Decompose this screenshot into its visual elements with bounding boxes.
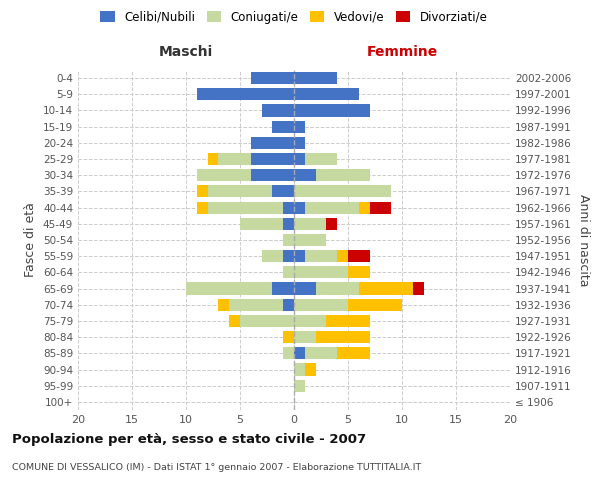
Bar [294, 250, 305, 262]
Bar [337, 348, 370, 360]
Bar [294, 348, 305, 360]
Bar [197, 186, 208, 198]
Bar [197, 202, 208, 213]
Bar [272, 186, 294, 198]
Bar [283, 202, 294, 213]
Bar [294, 234, 326, 246]
Bar [348, 266, 370, 278]
Y-axis label: Fasce di età: Fasce di età [25, 202, 37, 278]
Bar [229, 315, 240, 327]
Bar [316, 169, 370, 181]
Bar [251, 72, 294, 84]
Bar [294, 186, 391, 198]
Bar [283, 250, 294, 262]
Text: Femmine: Femmine [367, 44, 437, 59]
Bar [305, 250, 337, 262]
Bar [294, 282, 316, 294]
Bar [208, 153, 218, 165]
Bar [218, 153, 251, 165]
Bar [283, 331, 294, 343]
Bar [197, 169, 251, 181]
Bar [305, 348, 337, 360]
Text: Popolazione per età, sesso e stato civile - 2007: Popolazione per età, sesso e stato civil… [12, 432, 366, 446]
Bar [370, 202, 391, 213]
Bar [186, 282, 272, 294]
Bar [316, 282, 359, 294]
Bar [240, 218, 283, 230]
Bar [251, 153, 294, 165]
Bar [348, 298, 402, 311]
Bar [294, 202, 305, 213]
Bar [294, 88, 359, 101]
Bar [413, 282, 424, 294]
Bar [294, 380, 305, 392]
Bar [283, 266, 294, 278]
Bar [359, 282, 413, 294]
Bar [294, 315, 326, 327]
Bar [229, 298, 283, 311]
Bar [294, 218, 326, 230]
Bar [283, 234, 294, 246]
Text: COMUNE DI VESSALICO (IM) - Dati ISTAT 1° gennaio 2007 - Elaborazione TUTTITALIA.: COMUNE DI VESSALICO (IM) - Dati ISTAT 1°… [12, 462, 421, 471]
Bar [197, 88, 294, 101]
Bar [272, 282, 294, 294]
Legend: Celibi/Nubili, Coniugati/e, Vedovi/e, Divorziati/e: Celibi/Nubili, Coniugati/e, Vedovi/e, Di… [98, 8, 490, 26]
Bar [283, 348, 294, 360]
Bar [305, 364, 316, 376]
Bar [294, 72, 337, 84]
Bar [359, 202, 370, 213]
Bar [294, 266, 348, 278]
Bar [294, 364, 305, 376]
Bar [294, 137, 305, 149]
Text: Maschi: Maschi [159, 44, 213, 59]
Bar [305, 153, 337, 165]
Bar [262, 250, 283, 262]
Bar [348, 250, 370, 262]
Bar [240, 315, 294, 327]
Bar [251, 137, 294, 149]
Bar [294, 169, 316, 181]
Bar [208, 186, 272, 198]
Bar [283, 218, 294, 230]
Bar [283, 298, 294, 311]
Bar [251, 169, 294, 181]
Y-axis label: Anni di nascita: Anni di nascita [577, 194, 590, 286]
Bar [294, 298, 348, 311]
Bar [272, 120, 294, 132]
Bar [218, 298, 229, 311]
Bar [294, 120, 305, 132]
Bar [305, 202, 359, 213]
Bar [262, 104, 294, 117]
Bar [208, 202, 283, 213]
Bar [294, 104, 370, 117]
Bar [326, 218, 337, 230]
Bar [326, 315, 370, 327]
Bar [337, 250, 348, 262]
Bar [294, 331, 316, 343]
Bar [294, 153, 305, 165]
Bar [316, 331, 370, 343]
